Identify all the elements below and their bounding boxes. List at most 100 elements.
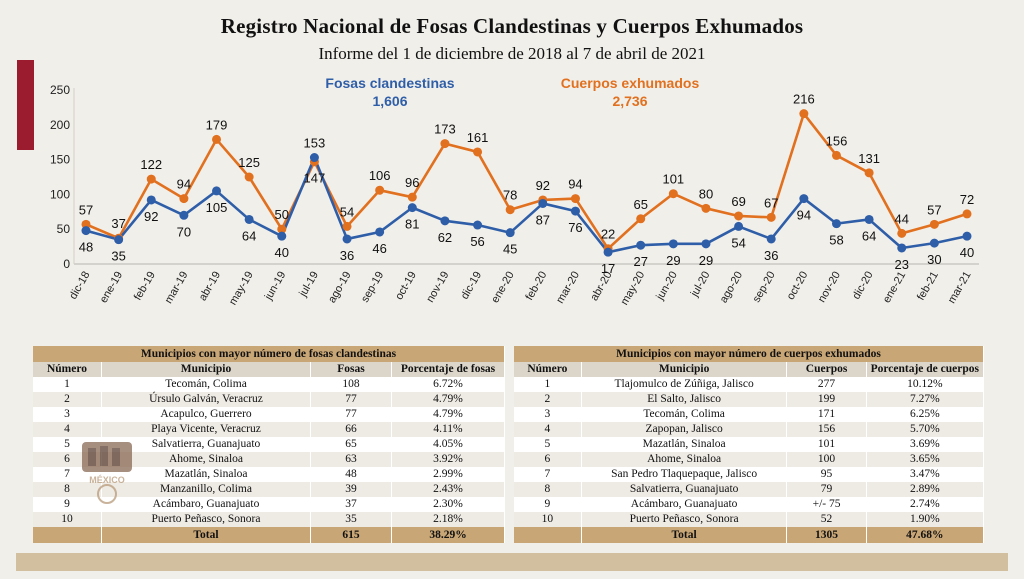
data-point-cuerpos xyxy=(244,172,254,182)
data-point-fosas xyxy=(962,231,972,241)
data-point-cuerpos xyxy=(505,205,515,215)
data-label-fosas: 29 xyxy=(666,253,680,268)
data-label-cuerpos: 125 xyxy=(238,155,260,170)
table-fosas-cell-municipio: Puerto Peñasco, Sonora xyxy=(101,512,311,527)
table-cuerpos-cell-rank: 6 xyxy=(514,452,582,467)
table-cuerpos-row: 5 Mazatlán, Sinaloa 101 3.69% xyxy=(514,437,985,452)
x-tick-label: jun-20 xyxy=(654,270,680,303)
data-label-fosas: 40 xyxy=(960,245,974,260)
data-label-fosas: 56 xyxy=(470,234,484,249)
table-cuerpos-cell-count: 199 xyxy=(786,392,867,407)
table-fosas-cell-rank: 2 xyxy=(33,392,102,407)
table-fosas-cell-count: 108 xyxy=(310,377,392,392)
legend-cuerpos: Cuerpos exhumados 2,736 xyxy=(540,74,720,110)
y-tick-label: 100 xyxy=(50,187,70,201)
y-tick-label: 0 xyxy=(63,257,70,271)
table-cuerpos-cell-count: 171 xyxy=(786,407,867,422)
data-point-cuerpos xyxy=(897,228,907,238)
data-point-fosas xyxy=(342,234,352,244)
data-label-fosas: 105 xyxy=(206,200,228,215)
data-point-fosas xyxy=(864,214,874,224)
table-cuerpos-cell-count: 156 xyxy=(786,422,867,437)
series-line-cuerpos xyxy=(85,112,968,250)
data-point-cuerpos xyxy=(962,209,972,219)
x-tick-label: feb-19 xyxy=(132,270,158,303)
data-point-fosas xyxy=(114,235,124,245)
data-point-fosas xyxy=(81,226,91,236)
x-tick-label: feb-20 xyxy=(523,270,549,303)
data-point-cuerpos xyxy=(375,185,385,195)
data-label-cuerpos: 161 xyxy=(467,130,489,145)
data-point-cuerpos xyxy=(146,174,156,184)
x-tick-label: may-20 xyxy=(619,270,648,308)
table-cuerpos-caption: Municipios con mayor número de cuerpos e… xyxy=(514,346,984,362)
table-fosas-cell-rank: 1 xyxy=(33,377,102,392)
data-label-cuerpos: 50 xyxy=(275,207,289,222)
table-cuerpos-row: 4 Zapopan, Jalisco 156 5.70% xyxy=(514,422,985,437)
table-cuerpos-cell-percent: 5.70% xyxy=(866,422,985,437)
x-tick-label: nov-19 xyxy=(424,270,451,305)
x-tick-label: dic-18 xyxy=(67,270,92,302)
data-point-fosas xyxy=(897,243,907,253)
table-fosas-cell-percent: 4.05% xyxy=(391,437,505,452)
table-fosas-header: Fosas xyxy=(310,362,392,377)
data-label-cuerpos: 147 xyxy=(304,171,326,186)
x-tick-label: mar-19 xyxy=(163,270,191,306)
data-label-cuerpos: 92 xyxy=(536,178,550,193)
data-label-fosas: 58 xyxy=(829,233,843,248)
emblem-text: MÉXICO xyxy=(89,475,125,485)
table-fosas-row: 1 Tecomán, Colima 108 6.72% xyxy=(33,377,505,392)
table-cuerpos-header: Número xyxy=(514,362,582,377)
data-label-cuerpos: 57 xyxy=(927,202,941,217)
accent-bar xyxy=(17,60,34,150)
data-label-cuerpos: 67 xyxy=(764,195,778,210)
table-fosas-cell-percent: 2.99% xyxy=(391,467,505,482)
page-subtitle: Informe del 1 de diciembre de 2018 al 7 … xyxy=(318,44,706,63)
table-cuerpos-cell-municipio: Tlajomulco de Zúñiga, Jalisco xyxy=(581,377,788,392)
data-label-cuerpos: 54 xyxy=(340,204,354,219)
data-label-cuerpos: 80 xyxy=(699,186,713,201)
table-fosas-cell-percent: 4.79% xyxy=(391,407,505,422)
data-label-cuerpos: 65 xyxy=(633,197,647,212)
table-fosas-cell-percent: 2.43% xyxy=(391,482,505,497)
data-point-fosas xyxy=(375,227,385,237)
data-label-cuerpos: 131 xyxy=(858,151,880,166)
data-point-fosas xyxy=(766,234,776,244)
table-cuerpos-cell-percent: 1.90% xyxy=(866,512,985,527)
table-fosas-caption: Municipios con mayor número de fosas cla… xyxy=(33,346,505,362)
table-fosas-cell-count: 35 xyxy=(310,512,392,527)
table-fosas-cell-count: 66 xyxy=(310,422,392,437)
table-cuerpos-cell-municipio: San Pedro Tlaquepaque, Jalisco xyxy=(581,467,788,482)
table-cuerpos-cell-count: 100 xyxy=(786,452,867,467)
data-point-cuerpos xyxy=(799,109,809,119)
table-cuerpos-cell-percent: 3.47% xyxy=(866,467,985,482)
table-fosas-cell-count: 77 xyxy=(310,407,392,422)
y-tick-label: 50 xyxy=(57,222,71,236)
x-tick-label: jun-19 xyxy=(262,270,288,303)
table-cuerpos-total-cell xyxy=(514,527,582,543)
data-label-cuerpos: 69 xyxy=(731,194,745,209)
table-fosas-total-label: Total xyxy=(101,527,311,543)
table-fosas-cell-count: 63 xyxy=(310,452,392,467)
data-label-fosas: 40 xyxy=(275,245,289,260)
table-cuerpos-cell-rank: 4 xyxy=(514,422,582,437)
data-point-fosas xyxy=(309,153,319,163)
x-tick-label: ene-21 xyxy=(881,270,909,306)
data-point-cuerpos xyxy=(81,219,91,229)
data-label-cuerpos: 96 xyxy=(405,175,419,190)
data-point-fosas xyxy=(538,198,548,208)
table-cuerpos-cell-rank: 9 xyxy=(514,497,582,512)
data-point-cuerpos xyxy=(473,147,483,157)
data-label-cuerpos: 37 xyxy=(111,216,125,231)
table-cuerpos-total-count: 1305 xyxy=(786,527,867,543)
data-point-cuerpos xyxy=(407,192,417,202)
table-cuerpos-row: 6 Ahome, Sinaloa 100 3.65% xyxy=(514,452,985,467)
table-fosas-cell-count: 65 xyxy=(310,437,392,452)
table-fosas-row: 9 Acámbaro, Guanajuato 37 2.30% xyxy=(33,497,505,512)
data-label-cuerpos: 78 xyxy=(503,188,517,203)
table-cuerpos-row: 1 Tlajomulco de Zúñiga, Jalisco 277 10.12% xyxy=(514,377,985,392)
data-point-cuerpos xyxy=(636,214,646,224)
table-fosas-cell-rank: 8 xyxy=(33,482,102,497)
y-tick-label: 150 xyxy=(50,153,70,167)
